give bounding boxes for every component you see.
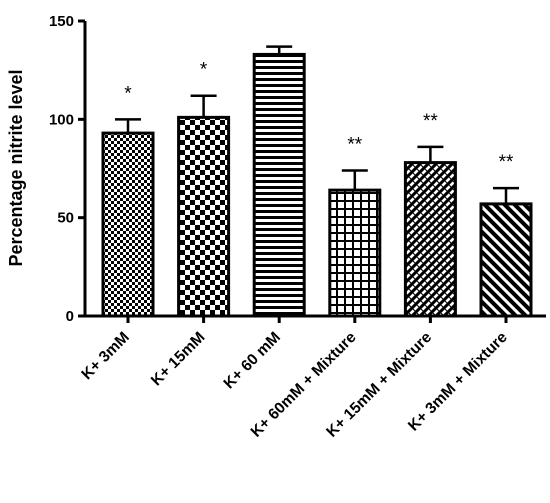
bars: ******** xyxy=(101,45,533,318)
y-tick-label: 100 xyxy=(49,111,74,128)
x-category-label: K+ 3mM xyxy=(78,329,132,383)
bar-group: * xyxy=(177,60,231,318)
bar xyxy=(101,131,155,318)
x-category-label: K+ 60 mM xyxy=(221,329,284,392)
bar xyxy=(177,115,231,318)
bar-group: ** xyxy=(328,134,382,318)
bar xyxy=(403,161,457,318)
significance-marker: ** xyxy=(423,111,438,132)
x-axis: K+ 3mM K+ 15mM K+ 60 mMK+ 60mM + MixtureK+… xyxy=(78,314,546,441)
bar xyxy=(479,202,533,318)
x-category-label: K+ 15mM xyxy=(148,329,208,389)
y-tick-label: 50 xyxy=(57,210,74,227)
bar-group: * xyxy=(101,83,155,318)
y-axis: 0 50 100 150 xyxy=(49,13,87,325)
significance-marker: * xyxy=(124,83,132,104)
bar-group xyxy=(252,45,306,318)
y-tick-label: 0 xyxy=(66,308,74,325)
y-axis-title: Percentage nitrite level xyxy=(6,69,26,266)
bar-group: ** xyxy=(479,152,533,318)
significance-marker: * xyxy=(200,60,208,81)
bar xyxy=(252,52,306,318)
bar xyxy=(328,188,382,318)
significance-marker: ** xyxy=(499,152,514,173)
y-tick-label: 150 xyxy=(49,13,74,30)
bar-group: ** xyxy=(403,111,457,318)
significance-marker: ** xyxy=(347,134,362,155)
